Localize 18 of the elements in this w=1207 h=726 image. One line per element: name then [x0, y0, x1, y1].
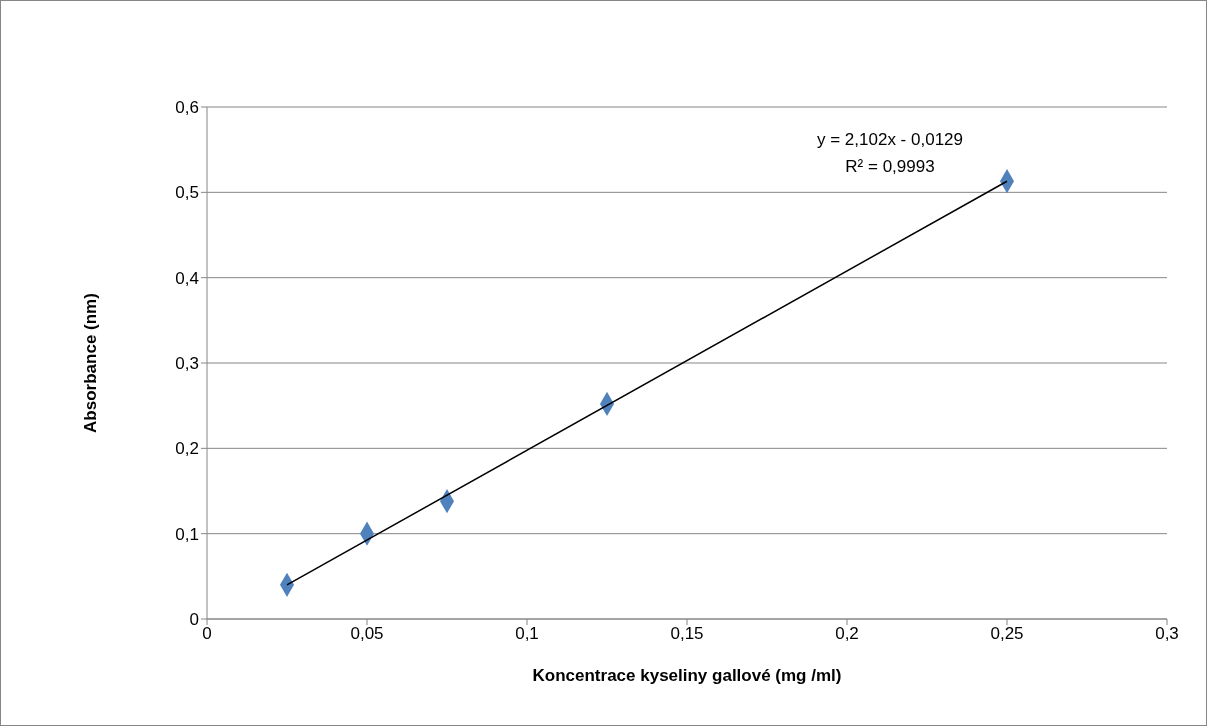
x-axis-title: Koncentrace kyseliny gallové (mg /ml): [532, 666, 842, 685]
y-tick-label: 0,4: [175, 268, 199, 288]
y-axis-title: Absorbance (nm): [81, 293, 101, 433]
x-tick-label: 0,25: [990, 624, 1024, 644]
x-tick-label: 0,05: [350, 624, 384, 644]
y-tick-label: 0,6: [175, 98, 199, 118]
x-tick-label: 0,2: [835, 624, 859, 644]
y-tick-label: 0,3: [175, 354, 199, 374]
y-tick-label: 0,1: [175, 524, 199, 544]
y-tick-label: 0,5: [175, 183, 199, 203]
x-tick-label: 0,3: [1155, 624, 1179, 644]
x-tick-label: 0: [202, 624, 212, 644]
y-tick-label: 0: [189, 610, 199, 630]
x-tick-label: 0,15: [670, 624, 704, 644]
x-tick-label: 0,1: [515, 624, 539, 644]
annotation: y = 2,102x - 0,0129: [816, 130, 964, 150]
y-tick-label: 0,2: [175, 439, 199, 459]
annotation: R² = 0,9993: [844, 157, 936, 177]
